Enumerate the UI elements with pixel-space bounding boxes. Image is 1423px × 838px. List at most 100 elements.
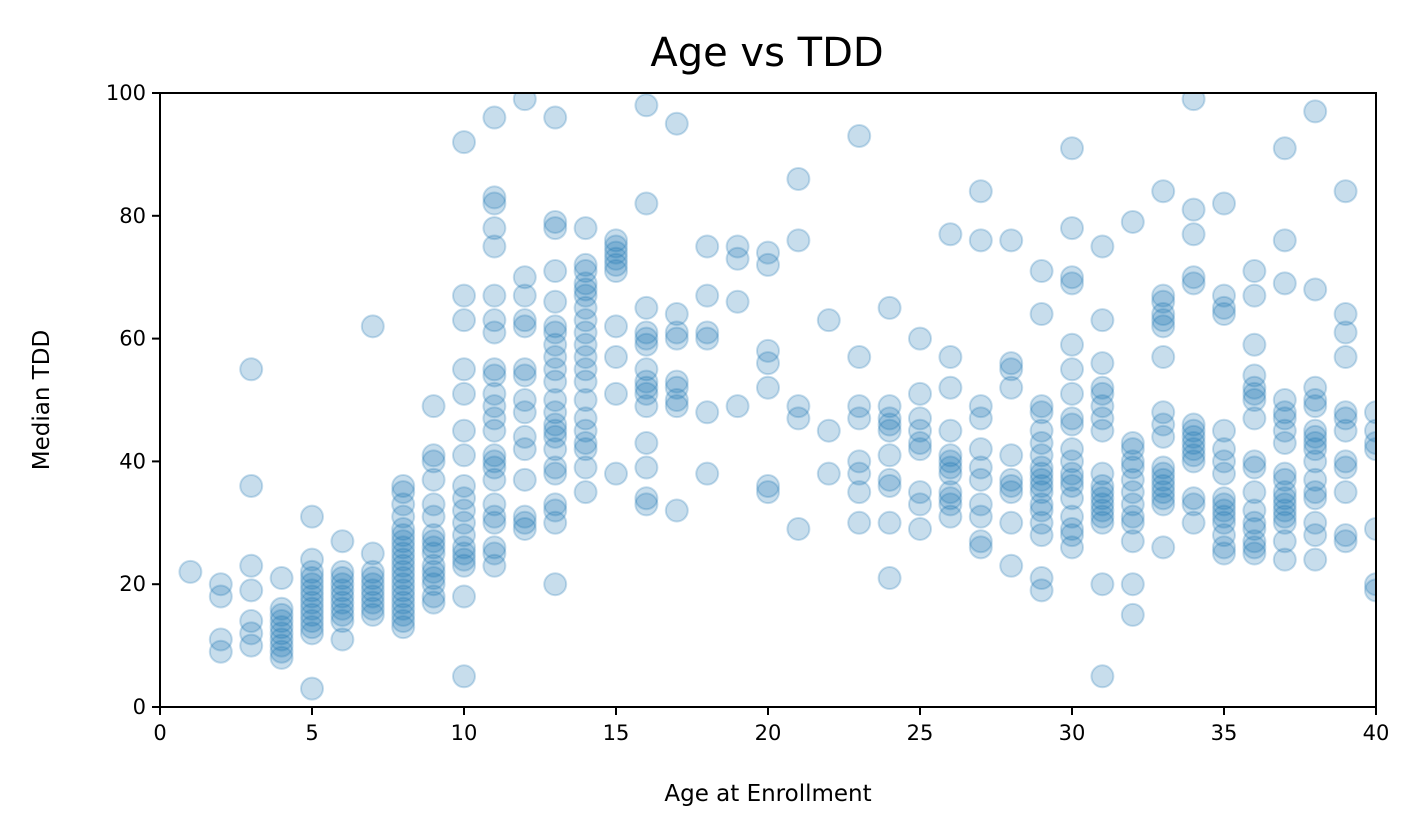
data-point (1181, 222, 1206, 247)
data-point (695, 400, 720, 425)
data-point (1181, 197, 1206, 222)
data-point (543, 412, 568, 437)
data-point (391, 541, 416, 566)
data-point (482, 283, 507, 308)
data-point (968, 394, 993, 419)
data-point (999, 375, 1024, 400)
data-point (360, 314, 385, 339)
y-axis-label: Median TDD (29, 330, 55, 470)
data-point (1272, 486, 1297, 511)
data-point (1090, 406, 1115, 431)
data-point (1272, 406, 1297, 431)
data-point (452, 283, 476, 308)
data-point (1242, 529, 1267, 554)
data-point (1242, 449, 1267, 474)
data-point (1272, 430, 1297, 455)
data-point (1060, 406, 1084, 431)
data-point (1090, 234, 1115, 259)
data-point (1090, 510, 1115, 535)
data-point (908, 406, 932, 431)
data-point (391, 572, 416, 597)
data-point (908, 326, 932, 351)
data-point (634, 191, 659, 216)
data-point (1090, 461, 1115, 486)
data-point (1333, 529, 1358, 554)
data-point (543, 388, 568, 412)
data-point (1303, 437, 1328, 462)
data-point (604, 345, 628, 370)
data-point (543, 461, 568, 486)
data-point (543, 400, 568, 425)
data-point (482, 394, 507, 419)
data-point (330, 627, 355, 652)
data-point (300, 566, 324, 591)
data-point (1151, 412, 1176, 437)
data-point (1181, 430, 1206, 455)
y-tick-label: 100 (106, 81, 146, 105)
data-point (1272, 418, 1297, 443)
data-point (1212, 191, 1236, 216)
data-point (1120, 430, 1145, 455)
data-point (543, 314, 568, 339)
data-point (695, 326, 720, 351)
data-point (573, 418, 598, 443)
data-point (938, 449, 963, 474)
data-point (482, 191, 507, 216)
data-point (300, 578, 324, 603)
data-point (1151, 480, 1176, 505)
data-point (634, 486, 659, 511)
data-point (1120, 455, 1145, 480)
data-point (391, 602, 416, 627)
data-point (1120, 437, 1145, 462)
data-point (208, 572, 233, 597)
data-point (908, 492, 932, 517)
data-point (543, 216, 568, 241)
data-point (239, 473, 264, 498)
data-point (512, 363, 537, 388)
data-point (300, 559, 324, 584)
data-point (999, 480, 1024, 505)
data-point (391, 615, 416, 640)
data-point (1242, 510, 1267, 535)
data-point (756, 480, 780, 505)
data-point (877, 510, 902, 535)
data-point (421, 590, 446, 615)
data-point (300, 621, 324, 646)
data-point (1212, 302, 1236, 327)
data-point (1060, 381, 1084, 406)
data-point (573, 277, 598, 302)
data-point (1364, 437, 1376, 462)
data-point (1090, 480, 1115, 505)
data-point (1303, 375, 1328, 400)
data-point (391, 553, 416, 578)
data-point (1272, 498, 1297, 523)
data-point (1151, 461, 1176, 486)
data-point (1029, 480, 1054, 505)
data-point (360, 541, 385, 566)
data-point (330, 584, 355, 609)
data-point (391, 523, 416, 548)
data-point (573, 320, 598, 345)
data-point (1120, 449, 1145, 474)
data-point (1060, 535, 1084, 560)
data-point (1181, 412, 1206, 437)
data-point (300, 504, 324, 529)
chart-title: Age vs TDD (650, 30, 883, 76)
data-point (330, 578, 355, 603)
data-point (847, 480, 872, 505)
data-point (1303, 510, 1328, 535)
data-point (1120, 572, 1145, 597)
data-point (634, 492, 659, 517)
data-point (512, 283, 537, 308)
data-point (452, 664, 476, 689)
data-point (999, 351, 1024, 376)
data-point (1181, 486, 1206, 511)
data-point (604, 228, 628, 253)
data-point (452, 381, 476, 406)
data-point (1151, 473, 1176, 498)
data-point (1181, 510, 1206, 535)
data-point (634, 93, 659, 118)
data-point (1151, 302, 1176, 327)
data-point (1212, 295, 1236, 320)
data-point (452, 130, 476, 155)
